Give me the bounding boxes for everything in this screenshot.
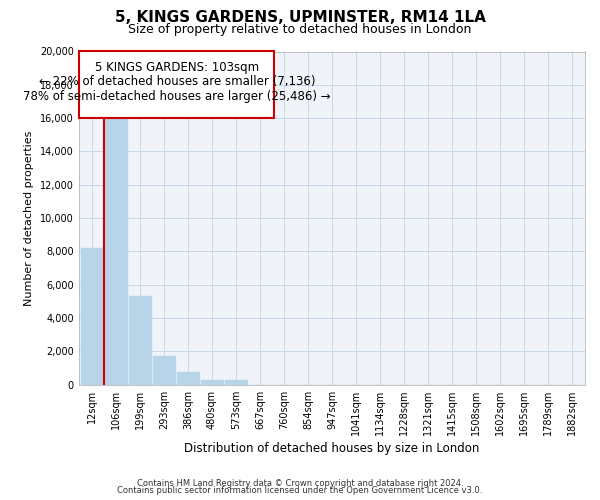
Text: ← 22% of detached houses are smaller (7,136): ← 22% of detached houses are smaller (7,… — [38, 75, 315, 88]
Bar — [200, 380, 223, 384]
Bar — [176, 372, 199, 384]
Bar — [104, 110, 127, 384]
Text: 5, KINGS GARDENS, UPMINSTER, RM14 1LA: 5, KINGS GARDENS, UPMINSTER, RM14 1LA — [115, 10, 485, 25]
Text: Contains public sector information licensed under the Open Government Licence v3: Contains public sector information licen… — [118, 486, 482, 495]
X-axis label: Distribution of detached houses by size in London: Distribution of detached houses by size … — [184, 442, 479, 455]
Bar — [224, 380, 247, 384]
Bar — [79, 52, 274, 118]
Bar — [80, 248, 103, 384]
Text: 5 KINGS GARDENS: 103sqm: 5 KINGS GARDENS: 103sqm — [95, 62, 259, 74]
Text: Contains HM Land Registry data © Crown copyright and database right 2024.: Contains HM Land Registry data © Crown c… — [137, 478, 463, 488]
Y-axis label: Number of detached properties: Number of detached properties — [25, 130, 34, 306]
Text: 78% of semi-detached houses are larger (25,486) →: 78% of semi-detached houses are larger (… — [23, 90, 331, 103]
Text: Size of property relative to detached houses in London: Size of property relative to detached ho… — [128, 22, 472, 36]
Bar — [128, 296, 151, 384]
Bar — [152, 356, 175, 384]
